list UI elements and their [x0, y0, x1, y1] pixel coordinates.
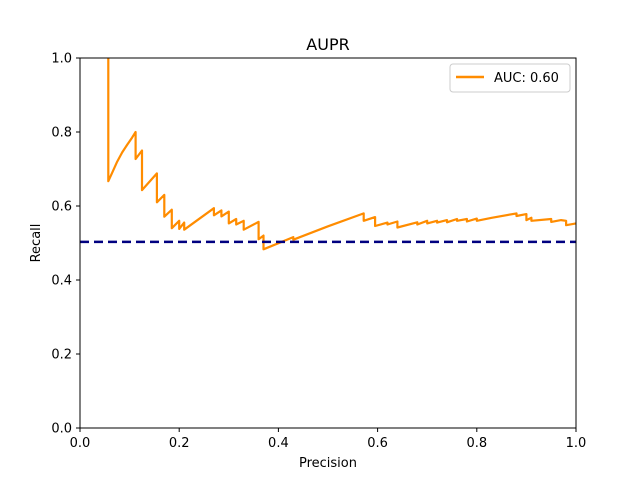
legend-label: AUC: 0.60	[494, 71, 559, 86]
chart-title: AUPR	[306, 35, 349, 54]
y-tick-label: 0.0	[51, 422, 72, 437]
x-tick-label: 0.8	[466, 436, 487, 451]
ticks-layer: 0.0 0.2 0.4 0.6 0.8 1.0 0.0 0.2 0.4 0.6 0.8 1.0	[51, 52, 586, 452]
legend-box	[449, 63, 571, 93]
x-tick-label: 0.2	[169, 436, 190, 451]
x-tick-label: 0.0	[70, 436, 91, 451]
x-tick-label: 1.0	[566, 436, 587, 451]
y-tick-label: 1.0	[51, 52, 72, 67]
series-layer	[80, 58, 577, 251]
y-tick-label: 0.4	[51, 274, 72, 289]
pr-curve-line	[107, 58, 577, 251]
x-axis-label: Precision	[299, 456, 357, 471]
plot-frame	[79, 57, 577, 429]
y-tick-label: 0.6	[51, 200, 72, 215]
y-tick-label: 0.8	[51, 126, 72, 141]
x-tick-label: 0.6	[367, 436, 388, 451]
y-tick-label: 0.2	[51, 348, 72, 363]
legend: AUC: 0.60	[449, 63, 571, 93]
x-tick-label: 0.4	[268, 436, 289, 451]
y-axis-label: Recall	[29, 224, 44, 263]
